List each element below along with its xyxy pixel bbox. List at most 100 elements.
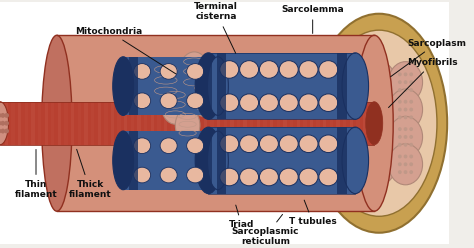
Bar [210,102,214,145]
Ellipse shape [175,109,200,142]
Circle shape [377,127,381,131]
Circle shape [383,80,387,84]
Ellipse shape [161,85,190,124]
Circle shape [0,129,5,133]
Circle shape [345,80,349,84]
Circle shape [345,100,349,104]
Circle shape [377,80,381,84]
Ellipse shape [187,138,204,154]
Ellipse shape [342,53,369,119]
Circle shape [410,127,413,131]
Circle shape [356,115,360,119]
Circle shape [410,108,413,112]
Bar [363,102,366,145]
Circle shape [356,155,360,158]
Ellipse shape [336,62,370,103]
Bar [144,102,147,145]
Circle shape [356,170,360,174]
Bar [104,102,108,145]
Circle shape [0,121,1,126]
Circle shape [404,88,408,92]
Text: Terminal
cisterna: Terminal cisterna [194,2,238,53]
Circle shape [372,155,375,158]
Circle shape [383,143,387,147]
Ellipse shape [150,59,182,102]
Circle shape [410,135,413,139]
Ellipse shape [113,131,134,190]
Bar [356,102,360,145]
Ellipse shape [187,167,204,183]
Circle shape [410,162,413,166]
Bar [204,102,207,145]
Bar [123,57,218,115]
Bar [177,102,181,145]
Circle shape [410,72,413,76]
Ellipse shape [389,116,422,157]
Circle shape [398,135,402,139]
Circle shape [351,80,355,84]
Bar [129,131,138,190]
Bar [5,102,8,145]
Ellipse shape [366,102,383,145]
Bar [191,102,194,145]
Bar [370,102,373,145]
Circle shape [351,170,355,174]
Bar [283,102,287,145]
Ellipse shape [362,116,396,157]
Text: Thin
filament: Thin filament [15,150,57,199]
Circle shape [351,115,355,119]
Circle shape [0,113,5,118]
Bar [25,102,28,145]
Ellipse shape [389,62,422,103]
Bar [310,102,313,145]
Ellipse shape [362,62,396,103]
Circle shape [377,155,381,158]
Circle shape [345,108,349,112]
Ellipse shape [259,61,278,78]
Ellipse shape [134,63,151,79]
Bar [203,57,212,115]
Circle shape [398,127,402,131]
Circle shape [356,143,360,147]
Circle shape [398,115,402,119]
Ellipse shape [191,79,217,116]
Circle shape [404,127,408,131]
Bar [270,102,273,145]
Circle shape [351,108,355,112]
Ellipse shape [134,93,151,109]
Bar [337,127,347,194]
Circle shape [404,143,408,147]
Bar [350,102,353,145]
Circle shape [351,155,355,158]
Circle shape [377,162,381,166]
Circle shape [410,80,413,84]
Circle shape [351,143,355,147]
Bar [217,53,227,119]
Bar [51,102,55,145]
Bar [184,102,187,145]
Ellipse shape [319,94,338,112]
Bar [217,127,227,194]
Circle shape [410,170,413,174]
Circle shape [410,115,413,119]
Circle shape [372,143,375,147]
Bar [45,102,48,145]
Circle shape [383,162,387,166]
Circle shape [356,100,360,104]
Ellipse shape [389,144,422,185]
Circle shape [377,115,381,119]
Circle shape [4,121,9,126]
Circle shape [4,113,9,118]
Ellipse shape [389,89,422,130]
Circle shape [372,100,375,104]
Circle shape [398,170,402,174]
Bar [343,102,346,145]
Ellipse shape [279,135,298,153]
Ellipse shape [113,57,134,115]
Circle shape [377,100,381,104]
Circle shape [345,115,349,119]
Ellipse shape [187,93,204,109]
Bar [91,102,94,145]
Circle shape [383,100,387,104]
Bar [11,102,15,145]
